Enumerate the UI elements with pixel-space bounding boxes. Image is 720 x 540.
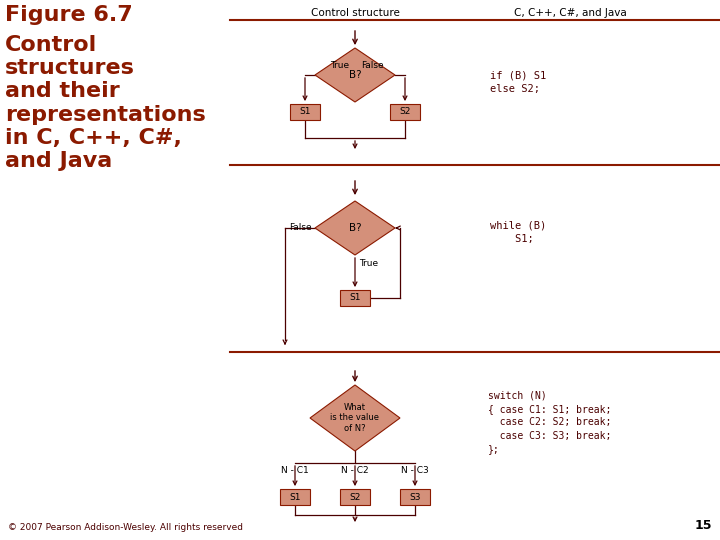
FancyBboxPatch shape [290, 104, 320, 120]
Text: S1: S1 [349, 294, 361, 302]
Text: switch (N)
{ case C1: S1; break;
  case C2: S2; break;
  case C3: S3; break;
};: switch (N) { case C1: S1; break; case C2… [488, 390, 611, 454]
Text: True: True [330, 60, 349, 70]
Text: True: True [359, 259, 378, 268]
Text: S1: S1 [289, 492, 301, 502]
Text: © 2007 Pearson Addison-Wesley. All rights reserved: © 2007 Pearson Addison-Wesley. All right… [8, 523, 243, 532]
Text: while (B)
    S1;: while (B) S1; [490, 220, 546, 244]
Text: S3: S3 [409, 492, 420, 502]
Text: What
is the value
of N?: What is the value of N? [330, 403, 379, 433]
Text: Control
structures
and their
representations
in C, C++, C#,
and Java: Control structures and their representat… [5, 35, 206, 171]
Text: False: False [361, 60, 384, 70]
Text: N - C2: N - C2 [341, 466, 369, 475]
Polygon shape [315, 48, 395, 102]
Text: C, C++, C#, and Java: C, C++, C#, and Java [513, 8, 626, 18]
Text: S2: S2 [400, 107, 410, 117]
Text: 15: 15 [695, 519, 712, 532]
Text: False: False [289, 224, 312, 233]
FancyBboxPatch shape [340, 489, 370, 505]
Text: S2: S2 [349, 492, 361, 502]
Text: Control structure: Control structure [310, 8, 400, 18]
Text: B?: B? [348, 70, 361, 80]
Polygon shape [310, 385, 400, 451]
FancyBboxPatch shape [280, 489, 310, 505]
Text: N - C3: N - C3 [401, 466, 429, 475]
Polygon shape [315, 201, 395, 255]
Text: N - C1: N - C1 [281, 466, 309, 475]
Text: Figure 6.7: Figure 6.7 [5, 5, 132, 25]
Text: B?: B? [348, 223, 361, 233]
FancyBboxPatch shape [340, 290, 370, 306]
FancyBboxPatch shape [390, 104, 420, 120]
Text: if (B) S1
else S2;: if (B) S1 else S2; [490, 70, 546, 94]
FancyBboxPatch shape [400, 489, 430, 505]
Text: S1: S1 [300, 107, 311, 117]
